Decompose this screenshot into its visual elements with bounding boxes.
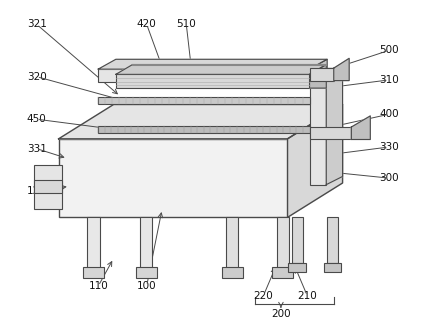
- Bar: [310, 68, 334, 81]
- Bar: [276, 217, 289, 268]
- Bar: [83, 267, 104, 278]
- Bar: [98, 69, 310, 82]
- Bar: [327, 217, 338, 263]
- Polygon shape: [288, 105, 342, 217]
- Bar: [98, 97, 310, 105]
- Text: 420: 420: [137, 19, 156, 29]
- Text: 300: 300: [379, 173, 399, 183]
- Text: 210: 210: [297, 291, 317, 301]
- Text: 120: 120: [27, 186, 47, 196]
- Bar: [116, 74, 310, 88]
- Text: 100: 100: [137, 281, 156, 291]
- Polygon shape: [326, 68, 342, 184]
- Text: 110: 110: [88, 281, 108, 291]
- Text: 331: 331: [27, 144, 47, 154]
- Bar: [35, 180, 62, 193]
- Text: 321: 321: [27, 19, 47, 29]
- Bar: [272, 267, 293, 278]
- Text: 220: 220: [253, 291, 273, 301]
- Polygon shape: [58, 105, 342, 139]
- Text: 310: 310: [379, 75, 399, 85]
- Bar: [288, 263, 306, 272]
- Bar: [324, 263, 341, 272]
- Polygon shape: [310, 65, 326, 88]
- Text: 200: 200: [271, 309, 291, 319]
- Text: 450: 450: [27, 114, 47, 124]
- Bar: [140, 217, 152, 268]
- Bar: [136, 267, 157, 278]
- Polygon shape: [334, 58, 349, 81]
- Bar: [35, 165, 62, 209]
- Text: 400: 400: [379, 109, 399, 119]
- Text: 330: 330: [379, 142, 399, 152]
- Bar: [58, 139, 288, 217]
- Bar: [98, 126, 310, 133]
- Bar: [310, 68, 326, 184]
- Text: 320: 320: [27, 72, 47, 82]
- Bar: [292, 217, 303, 263]
- Bar: [222, 267, 243, 278]
- Polygon shape: [310, 59, 327, 82]
- Text: 510: 510: [176, 19, 196, 29]
- Bar: [226, 217, 238, 268]
- Text: 500: 500: [379, 46, 399, 55]
- Bar: [310, 127, 351, 140]
- Polygon shape: [98, 59, 327, 69]
- Bar: [87, 217, 100, 268]
- Polygon shape: [116, 65, 326, 74]
- Polygon shape: [351, 116, 370, 140]
